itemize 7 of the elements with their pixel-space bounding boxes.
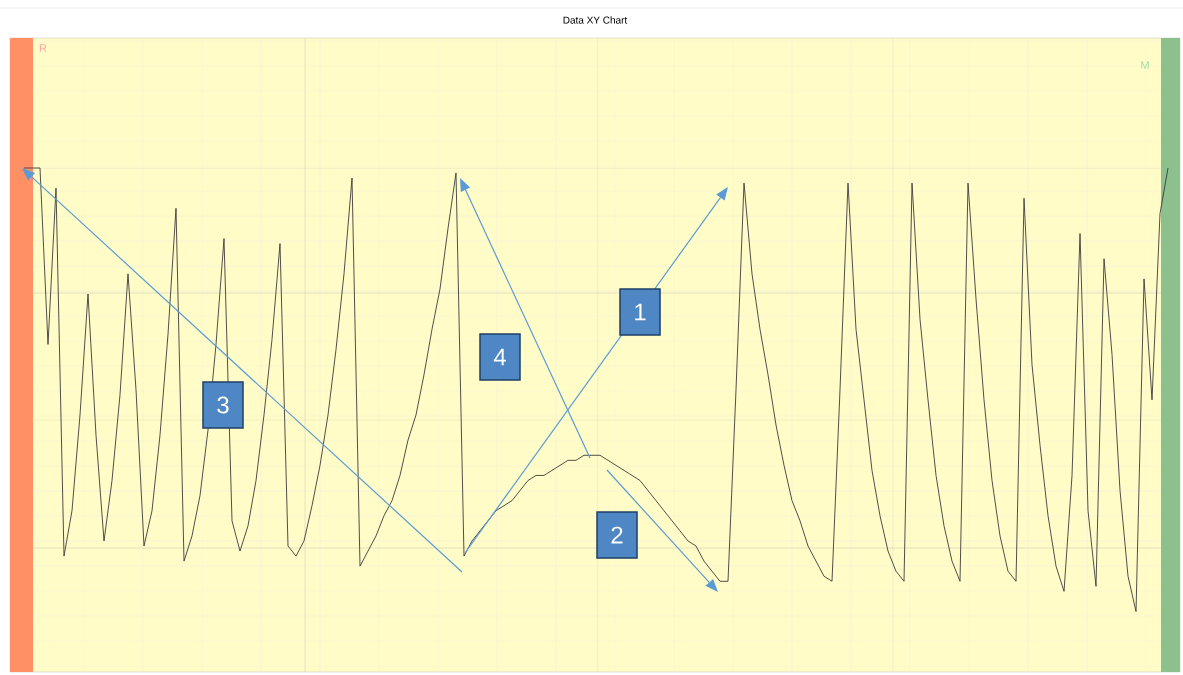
text: M (1141, 61, 1149, 69)
annotation: 2 (611, 526, 623, 544)
annotation: 3 (217, 396, 229, 414)
text: R (39, 44, 47, 52)
chart-title: Data XY Chart (563, 16, 628, 24)
annotation: 1 (635, 303, 646, 321)
annotation: 4 (493, 348, 506, 366)
